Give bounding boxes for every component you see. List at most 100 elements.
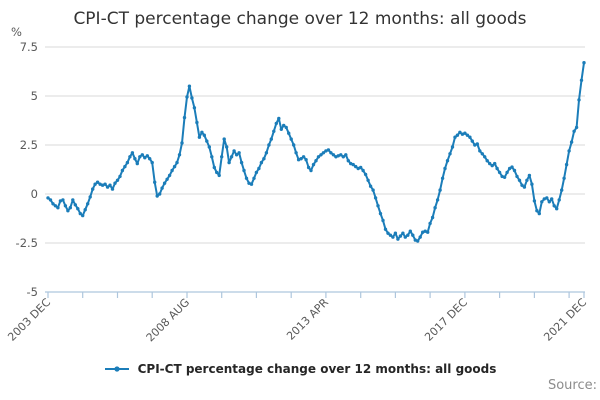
data-point-marker xyxy=(48,198,53,202)
data-point-marker xyxy=(200,130,204,134)
y-tick-label: -5 xyxy=(27,285,38,299)
data-point-marker xyxy=(550,197,554,201)
data-point-marker xyxy=(150,160,154,165)
data-point-marker xyxy=(366,178,370,182)
data-point-marker xyxy=(294,151,298,155)
data-point-marker xyxy=(475,142,479,146)
data-point-marker xyxy=(234,153,239,157)
data-point-marker xyxy=(520,183,524,187)
data-point-marker xyxy=(103,182,107,186)
data-point-marker xyxy=(192,106,197,110)
data-point-marker xyxy=(537,211,541,216)
data-point-marker xyxy=(217,173,221,178)
data-point-marker xyxy=(185,95,189,99)
data-point-marker xyxy=(68,206,73,210)
data-point-marker xyxy=(485,159,489,163)
y-tick-label: 7.5 xyxy=(20,40,38,54)
data-point-marker xyxy=(170,168,174,173)
data-point-marker xyxy=(535,209,539,213)
data-point-marker xyxy=(279,127,283,131)
data-point-marker xyxy=(51,202,55,206)
legend-label: CPI-CT percentage change over 12 months:… xyxy=(137,362,497,376)
data-point-marker xyxy=(562,176,566,180)
data-point-marker xyxy=(579,78,584,83)
data-point-marker xyxy=(252,176,256,180)
data-point-marker xyxy=(118,174,122,179)
data-point-marker xyxy=(527,173,532,178)
data-point-marker xyxy=(378,211,383,216)
data-point-marker xyxy=(306,165,311,170)
data-point-marker xyxy=(510,165,514,169)
data-point-marker xyxy=(391,235,395,239)
source-label: Source: xyxy=(547,378,597,393)
data-point-marker xyxy=(564,162,569,167)
data-point-marker xyxy=(232,149,236,153)
data-point-marker xyxy=(175,160,179,165)
data-point-marker xyxy=(239,160,244,165)
data-point-marker xyxy=(408,229,412,233)
y-tick-label: 5 xyxy=(31,89,38,103)
data-point-marker xyxy=(453,135,457,139)
data-point-marker xyxy=(229,155,234,159)
chart-line xyxy=(47,61,585,242)
data-point-marker xyxy=(435,198,440,202)
data-point-marker xyxy=(411,233,415,237)
data-point-marker xyxy=(383,227,388,231)
data-point-marker xyxy=(71,198,75,202)
data-point-marker xyxy=(547,200,551,204)
data-point-marker xyxy=(555,207,559,211)
data-point-marker xyxy=(463,131,467,135)
data-point-marker xyxy=(88,195,92,199)
data-point-marker xyxy=(552,204,556,208)
data-point-marker xyxy=(162,181,167,185)
data-point-marker xyxy=(577,98,581,102)
data-point-marker xyxy=(277,116,281,121)
data-point-marker xyxy=(545,196,549,200)
data-point-marker xyxy=(497,170,502,175)
data-point-marker xyxy=(445,159,450,163)
legend-line-marker-icon xyxy=(104,366,129,372)
data-point-marker xyxy=(167,173,172,178)
data-point-marker xyxy=(329,151,333,155)
data-point-marker xyxy=(331,153,336,157)
data-point-marker xyxy=(180,141,184,145)
data-point-marker xyxy=(56,206,60,210)
data-point-marker xyxy=(81,213,85,218)
data-point-marker xyxy=(522,185,527,189)
data-point-marker xyxy=(210,155,214,159)
data-point-marker xyxy=(371,188,375,192)
data-point-marker xyxy=(396,237,400,241)
chart-title: CPI-CT percentage change over 12 months:… xyxy=(73,9,527,29)
data-point-marker xyxy=(86,202,90,206)
data-point-marker xyxy=(123,164,127,169)
data-point-marker xyxy=(525,178,529,182)
data-point-marker xyxy=(532,199,537,203)
data-point-marker xyxy=(83,208,87,212)
data-point-marker xyxy=(262,157,266,161)
data-point-marker xyxy=(505,170,509,175)
x-tick-label: 2021 DEC xyxy=(541,296,589,344)
data-point-marker xyxy=(249,182,254,186)
data-point-marker xyxy=(259,160,264,165)
data-point-marker xyxy=(495,166,499,171)
data-point-marker xyxy=(128,155,132,159)
data-point-marker xyxy=(438,188,442,192)
data-point-marker xyxy=(557,198,561,202)
data-point-marker xyxy=(572,129,576,133)
data-point-marker xyxy=(448,152,452,156)
data-point-marker xyxy=(406,233,410,237)
data-point-marker xyxy=(73,203,78,207)
data-point-marker xyxy=(212,165,216,170)
data-point-marker xyxy=(493,161,497,166)
data-point-marker xyxy=(450,145,455,149)
data-point-marker xyxy=(361,168,365,173)
data-point-marker xyxy=(569,140,574,144)
data-point-marker xyxy=(311,162,316,167)
data-point-marker xyxy=(418,235,422,239)
data-point-marker xyxy=(143,156,147,160)
data-point-marker xyxy=(351,162,355,167)
data-point-marker xyxy=(264,151,269,155)
x-tick-label: 2008 AUG xyxy=(144,296,193,345)
data-point-marker xyxy=(574,125,579,130)
data-point-marker xyxy=(113,181,117,185)
